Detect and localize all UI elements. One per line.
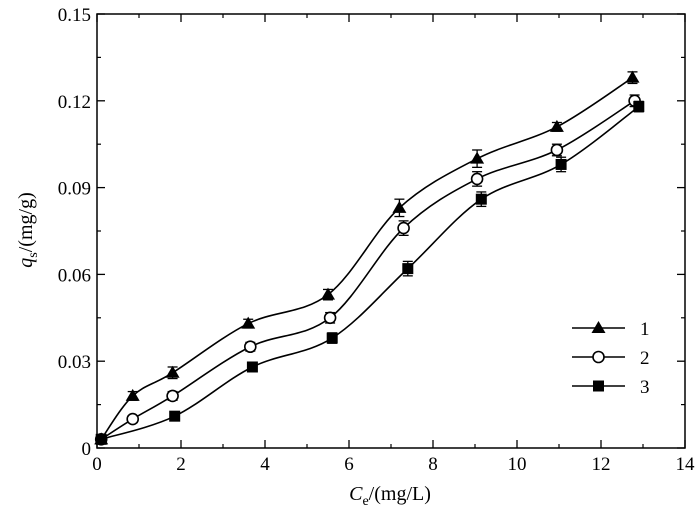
legend-entry-1: 1 xyxy=(572,319,650,340)
data-point-2 xyxy=(166,389,179,403)
data-point-2 xyxy=(323,311,337,325)
series-layer xyxy=(94,70,645,446)
y-tick-label: 0.12 xyxy=(58,92,91,113)
x-tick-label: 8 xyxy=(428,454,438,475)
data-point-3 xyxy=(95,433,107,445)
legend-label: 1 xyxy=(640,319,650,340)
series-2 xyxy=(94,94,641,446)
legend-label: 3 xyxy=(640,377,650,398)
x-axis-title: Ce/(mg/L) xyxy=(349,483,431,509)
data-point-3 xyxy=(326,332,338,344)
y-axis-title: qs/(mg/g) xyxy=(15,192,41,267)
data-point-1 xyxy=(165,365,180,378)
y-tick-label: 0.03 xyxy=(58,352,91,373)
legend-entry-3: 3 xyxy=(572,377,650,398)
x-tick-label: 2 xyxy=(176,454,186,475)
x-tick-label: 0 xyxy=(92,454,102,475)
x-tick-label: 14 xyxy=(676,454,696,475)
data-point-1 xyxy=(549,119,564,132)
legend-label: 2 xyxy=(640,348,650,369)
legend-marker xyxy=(592,350,605,364)
y-tick-label: 0 xyxy=(82,439,92,460)
legend-marker xyxy=(591,321,606,333)
series-1 xyxy=(94,70,640,445)
data-point-3 xyxy=(633,101,645,113)
data-point-3 xyxy=(246,361,258,373)
x-tick-label: 10 xyxy=(508,454,527,475)
data-point-2 xyxy=(397,221,410,235)
y-tick-label: 0.09 xyxy=(58,179,91,200)
series-line-3 xyxy=(100,105,640,441)
data-point-1 xyxy=(625,70,640,83)
data-point-2 xyxy=(550,143,564,157)
data-point-3 xyxy=(169,410,181,422)
axis-ticks xyxy=(96,13,686,449)
data-point-1 xyxy=(470,151,485,164)
series-line-2 xyxy=(100,100,636,440)
data-point-3 xyxy=(555,158,567,170)
series-line-1 xyxy=(100,76,633,440)
data-point-1 xyxy=(392,200,407,213)
data-point-2 xyxy=(470,172,484,186)
data-point-3 xyxy=(402,263,414,275)
x-tick-label: 12 xyxy=(592,454,611,475)
y-tick-label: 0.15 xyxy=(58,5,91,26)
data-point-2 xyxy=(244,340,257,354)
legend-entry-2: 2 xyxy=(572,348,650,369)
data-point-1 xyxy=(125,388,140,401)
y-tick-label: 0.06 xyxy=(58,265,91,286)
legend-marker xyxy=(593,380,604,392)
series-3 xyxy=(95,100,645,445)
legend: 1 2 3 xyxy=(572,319,650,398)
data-point-1 xyxy=(321,287,335,300)
x-tick-label: 6 xyxy=(344,454,354,475)
data-point-2 xyxy=(126,412,139,426)
data-point-3 xyxy=(475,193,487,205)
x-tick-label: 4 xyxy=(260,454,270,475)
data-point-1 xyxy=(241,316,256,329)
